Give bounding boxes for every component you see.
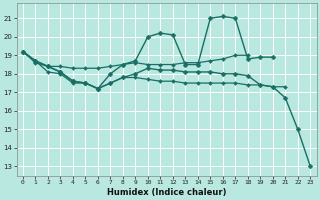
- X-axis label: Humidex (Indice chaleur): Humidex (Indice chaleur): [107, 188, 226, 197]
